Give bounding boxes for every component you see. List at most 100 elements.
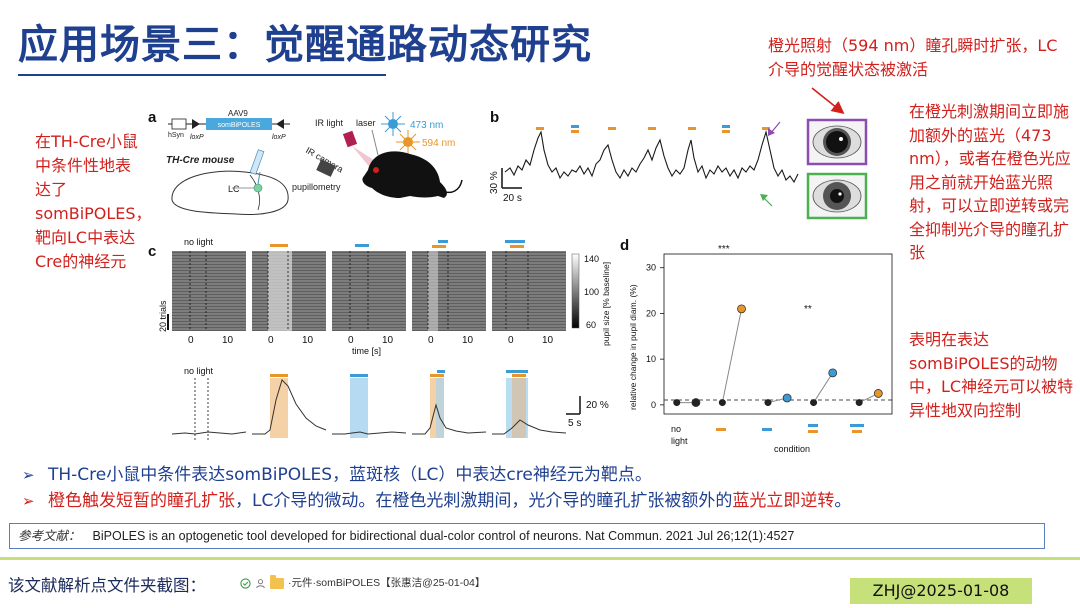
d-no-light-label-1: no xyxy=(671,424,681,434)
reference-box: 参考文献： BiPOLES is an optogenetic tool deve… xyxy=(9,523,1045,549)
bullet-2-part-d: 。 xyxy=(834,491,852,511)
file-chip-text: ·元件·somBiPOLES【张惠洁@25-01-04】 xyxy=(288,577,486,589)
d-stim-point xyxy=(873,389,883,398)
bullet-1-text: TH-Cre小鼠中条件表达somBiPOLES，蓝斑核（LC）中表达cre神经元… xyxy=(48,465,652,485)
orange-nm-label: 594 nm xyxy=(422,138,455,149)
tick-10-d: 10 xyxy=(462,335,474,346)
scale-c-x-label: 5 s xyxy=(568,418,581,429)
d-ytick-label: 30 xyxy=(646,263,656,273)
ir-light-source xyxy=(342,130,358,148)
no-light-label-traces: no light xyxy=(184,366,214,376)
scale-b-y-label: 30 % xyxy=(489,171,500,194)
panel-d: d relative change in pupil diam. (%) 0 10… xyxy=(620,237,893,454)
injection-syringe xyxy=(249,149,265,175)
d-plot-frame xyxy=(663,253,893,415)
reference-text: BiPOLES is an optogenetic tool developed… xyxy=(92,529,795,543)
trials-label: 20 trials xyxy=(158,300,168,332)
d-stim-point xyxy=(782,393,792,403)
page-title: 应用场景三：觉醒通路动态研究 xyxy=(18,22,592,68)
tick-0-b: 0 xyxy=(268,335,274,346)
bullet-1: ➢ TH-Cre小鼠中条件表达somBiPOLES，蓝斑核（LC）中表达cre神经… xyxy=(22,462,851,488)
colorbar-label: pupil size [% baseline] xyxy=(601,262,611,346)
d-baseline-point xyxy=(810,399,818,407)
d-baseline-point xyxy=(855,399,863,407)
orange-laser-burst xyxy=(396,130,420,154)
trace-blue xyxy=(332,374,407,438)
construct-gene-box xyxy=(206,118,272,130)
red-arrow-to-eye xyxy=(811,87,845,114)
panel-b: b 30 % 20 s xyxy=(489,87,868,220)
bullet-2-part-b: ，LC介导的微动。在橙色光刺激期间，光介导的瞳孔扩张被额外的 xyxy=(235,491,733,511)
title-underline xyxy=(18,74,386,76)
d-sig-2: ** xyxy=(804,304,812,315)
time-axis-label: time [s] xyxy=(352,346,381,356)
mouse-label: TH-Cre mouse xyxy=(166,155,235,166)
loxp-right-label: loxP xyxy=(272,134,286,141)
bullet-list: ➢ TH-Cre小鼠中条件表达somBiPOLES，蓝斑核（LC）中表达cre神经… xyxy=(22,462,851,514)
d-x-axis-label: condition xyxy=(774,444,810,454)
tick-0-d: 0 xyxy=(428,335,434,346)
mouse-brain-outline xyxy=(171,170,289,215)
d-stim-point xyxy=(828,368,838,378)
trace-no-light xyxy=(171,378,247,440)
folder-screenshot-label: 该文献解析点文件夹截图： xyxy=(8,576,206,595)
tick-10-e: 10 xyxy=(542,335,554,346)
tick-10-a: 10 xyxy=(222,335,234,346)
bullet-2: ➢ 橙色触发短暂的瞳孔扩张，LC介导的微动。在橙色光刺激期间，光介导的瞳孔扩张被额… xyxy=(22,488,851,514)
trace-blue-orange xyxy=(492,370,567,438)
d-ytick-label: 10 xyxy=(646,354,656,364)
scale-b-x-label: 20 s xyxy=(503,193,522,204)
d-stim-point xyxy=(691,398,701,407)
heatmap-orange-blue xyxy=(412,251,486,331)
colorbar xyxy=(571,253,580,329)
blue-nm-label: 473 nm xyxy=(410,120,443,131)
arrow-bullet-icon: ➢ xyxy=(22,492,35,510)
tick-0-a: 0 xyxy=(188,335,194,346)
laser-label: laser xyxy=(356,118,376,128)
construct-promoter xyxy=(171,118,187,130)
arrow-bullet-icon: ➢ xyxy=(22,466,35,484)
lc-label: LC xyxy=(228,184,240,194)
pupil-trace-b xyxy=(504,129,799,184)
heatmap-orange xyxy=(252,251,326,331)
panel-c-letter: c xyxy=(148,243,156,260)
bullet-2-part-c: 蓝光立即逆转 xyxy=(732,491,835,511)
user-icon xyxy=(256,578,265,588)
check-circle-icon xyxy=(240,577,251,589)
stimulus-markers-b xyxy=(536,125,770,133)
d-y-axis-label: relative change in pupil diam. (%) xyxy=(628,284,638,410)
trace-orange-blue xyxy=(412,370,487,438)
d-no-light-label-2: light xyxy=(671,436,688,446)
eye-dilated-photo xyxy=(806,118,868,166)
tick-0-e: 0 xyxy=(508,335,514,346)
heatmap-blue-orange xyxy=(492,251,566,331)
d-ytick-label: 0 xyxy=(651,400,656,410)
construct-aav-label: AAV9 xyxy=(228,109,248,118)
colorbar-60: 60 xyxy=(586,320,596,330)
ir-camera-device xyxy=(316,159,336,177)
construct-gene-label: somBiPOLES xyxy=(218,122,261,129)
no-light-label-c: no light xyxy=(184,237,214,247)
note-orange-light: 橙光照射（594 nm）瞳孔瞬时扩张，LC介导的觉醒状态被激活 xyxy=(768,36,1058,79)
d-stim-point xyxy=(737,304,746,314)
panel-c: c no light xyxy=(148,237,611,440)
folder-icon xyxy=(270,574,284,589)
tick-10-c: 10 xyxy=(382,335,394,346)
loxp-triangle-left xyxy=(192,119,200,129)
construct-hsyn-label: hSyn xyxy=(168,132,184,139)
colorbar-140: 140 xyxy=(584,254,599,264)
d-baseline-point xyxy=(764,399,772,407)
panel-b-letter: b xyxy=(490,109,499,126)
heatmap-blue xyxy=(332,251,406,331)
file-chip[interactable]: ·元件·somBiPOLES【张惠洁@25-01-04】 xyxy=(240,574,485,592)
d-connector-line xyxy=(721,308,743,403)
tick-10-b: 10 xyxy=(302,335,314,346)
tick-0-c: 0 xyxy=(348,335,354,346)
loxp-triangle-right xyxy=(276,119,284,129)
bullet-2-part-a: 橙色触发短暂的瞳孔扩张 xyxy=(48,491,235,511)
note-blue-reversal: 在橙光刺激期间立即施加额外的蓝光（473 nm），或者在橙色光应用之前就开始蓝光… xyxy=(909,102,1071,262)
blue-laser-burst xyxy=(381,112,405,136)
note-th-cre-expression: 在TH-Cre小鼠中条件性地表达了somBiPOLES，靶向LC中表达Cre的神… xyxy=(35,132,152,271)
note-bidirectional-control: 表明在表达somBiPOLES的动物中，LC神经元可以被特异性地双向控制 xyxy=(909,330,1074,420)
